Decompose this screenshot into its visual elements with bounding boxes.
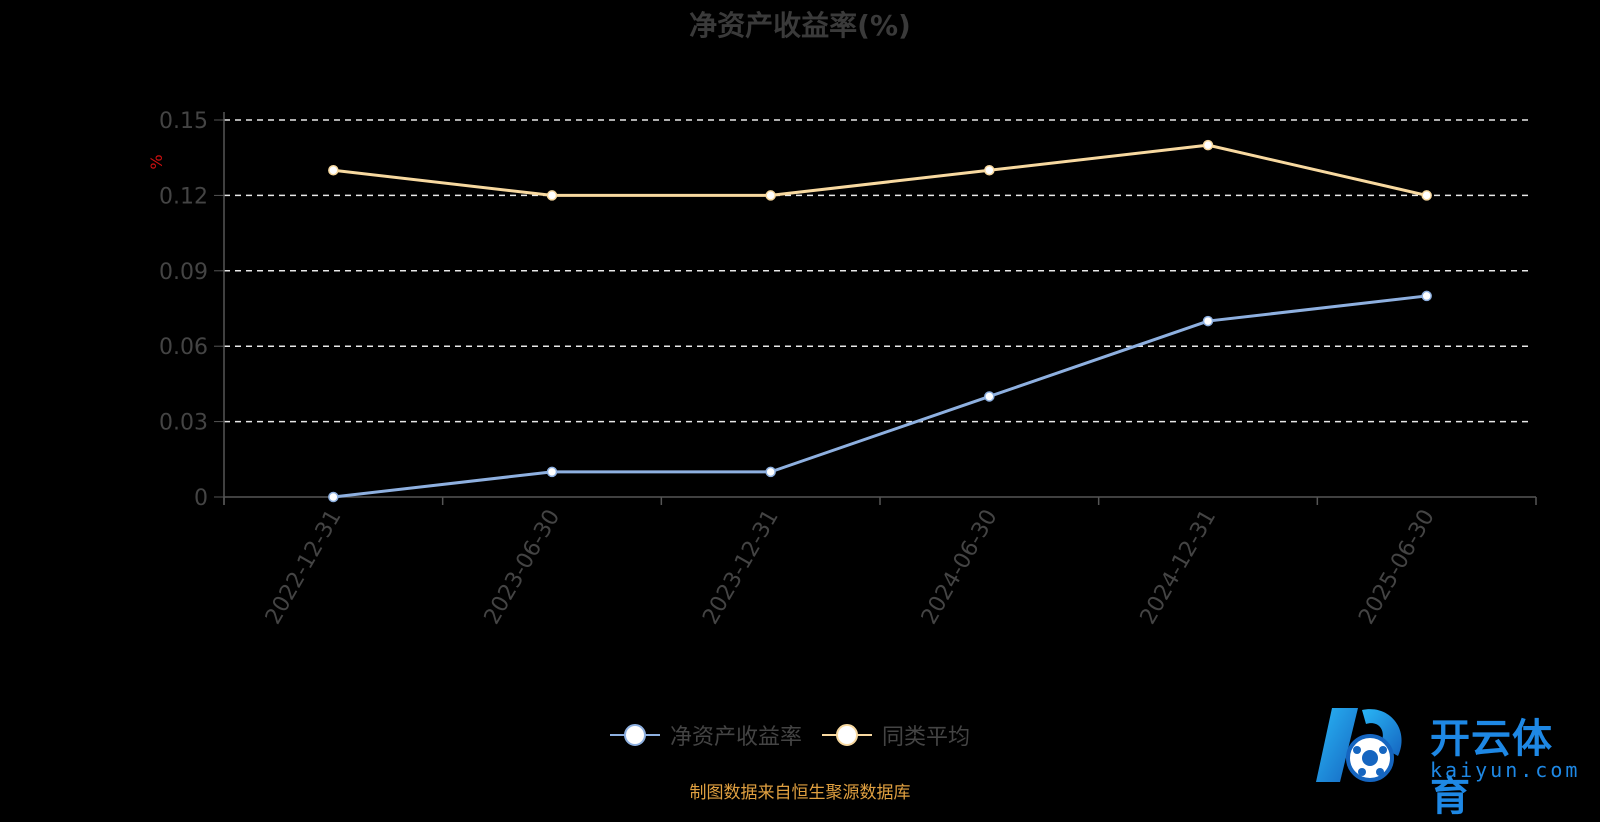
y-tick-label: 0.03 [159, 411, 208, 436]
x-tick-label: 2025-06-30 [1354, 506, 1440, 629]
data-source-note: 制图数据来自恒生聚源数据库 [689, 783, 911, 803]
logo-text-en: kaiyun.com [1430, 758, 1581, 782]
chart-title: 净资产收益率(%) [689, 9, 911, 42]
series-point [328, 491, 339, 503]
legend: 净资产收益率 同类平均 [610, 720, 990, 750]
series-line [333, 143, 1428, 197]
series-point [984, 165, 995, 176]
x-tick-label: 2024-06-30 [917, 505, 1003, 628]
series-point [765, 190, 776, 201]
legend-item-roe[interactable]: 净资产收益率 [610, 719, 802, 751]
kaiyun-logo: 开云体育 kaiyun.com [1310, 700, 1590, 820]
series-point [765, 466, 776, 478]
legend-item-peer-average[interactable]: 同类平均 [822, 719, 970, 751]
legend-peer-label: 同类平均 [882, 725, 971, 750]
series-point [1421, 190, 1432, 201]
x-tick-label: 2022-12-31 [261, 506, 347, 629]
series-point [328, 165, 339, 176]
x-tick-label: 2023-06-30 [480, 506, 566, 629]
series-point [1421, 290, 1432, 302]
legend-roe-label: 净资产收益率 [670, 725, 803, 750]
series-point [1202, 315, 1214, 327]
series-point [546, 190, 558, 201]
y-tick-label: 0.15 [159, 109, 208, 134]
x-tick-label: 2023-12-31 [698, 506, 784, 629]
series-line [333, 294, 1427, 499]
y-axis-unit: % [147, 154, 166, 169]
series-point [546, 466, 558, 478]
chart-plot: 0 0.03 0.06 0.09 0.12 0.15% 2022-12-31 2023-06-… [147, 109, 1537, 629]
series-point [1202, 139, 1214, 151]
y-tick-label: 0.06 [159, 335, 208, 360]
legend-roe-marker-icon [610, 723, 660, 747]
legend-peer-marker-icon [822, 723, 873, 747]
series-point [984, 391, 995, 402]
x-tick-label: 2024-12-31 [1136, 506, 1222, 629]
y-tick-label: 0 [194, 486, 208, 511]
y-tick-label: 0.09 [159, 260, 208, 285]
y-tick-label: 0.12 [159, 184, 208, 209]
logo-emblem-icon [1316, 708, 1402, 782]
